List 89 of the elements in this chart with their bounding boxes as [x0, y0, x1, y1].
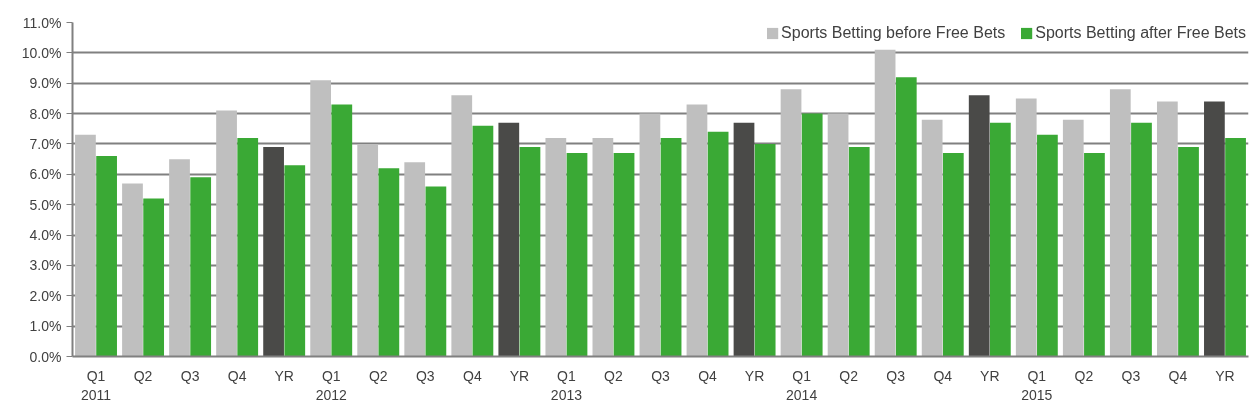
bar — [801, 113, 823, 357]
y-tick-label: 0.0% — [29, 348, 62, 365]
y-tick-label: 8.0% — [29, 105, 62, 122]
bar — [1109, 89, 1131, 357]
bar — [566, 153, 588, 357]
x-tick-label: Q4 — [463, 367, 482, 384]
bar — [143, 198, 165, 357]
bar — [169, 159, 190, 357]
bar — [425, 186, 447, 357]
bar — [237, 137, 259, 357]
bar — [1131, 122, 1152, 357]
y-tick-label: 4.0% — [29, 227, 62, 244]
x-tick-label: Q1 2012 — [315, 367, 348, 403]
bar — [1037, 134, 1058, 357]
bar — [378, 168, 400, 357]
bar — [1062, 119, 1084, 357]
bar — [404, 162, 426, 357]
bar — [895, 77, 917, 357]
bar — [498, 122, 520, 357]
x-tick-label: YR — [980, 367, 1000, 384]
bar — [122, 183, 143, 357]
x-tick-label: Q4 — [227, 367, 247, 384]
x-tick-label: Q3 — [886, 367, 906, 384]
x-tick-label: Q3 — [415, 367, 435, 384]
bar — [519, 146, 541, 357]
bar — [263, 146, 284, 357]
bar — [1204, 101, 1225, 357]
bar — [827, 113, 849, 357]
bar — [310, 80, 332, 357]
bar — [1015, 98, 1037, 357]
y-tick-label: 3.0% — [29, 257, 62, 274]
x-tick-label: Q1 2011 — [80, 367, 112, 403]
bar — [733, 122, 755, 357]
bar — [96, 156, 117, 357]
x-tick-label: Q3 — [651, 367, 671, 384]
x-tick-label: Q2 — [133, 367, 153, 384]
bar — [639, 113, 661, 357]
x-tick-label: Q4 — [698, 367, 718, 384]
y-tick-label: 9.0% — [29, 75, 62, 92]
bar — [592, 137, 614, 357]
bar — [451, 95, 473, 357]
x-tick-label: Q1 2015 — [1021, 367, 1053, 403]
y-tick-label: 7.0% — [29, 135, 62, 152]
y-tick-label: 11.0% — [22, 14, 62, 31]
x-tick-label: Q1 2014 — [786, 367, 818, 403]
x-tick-label: Q4 — [933, 367, 953, 384]
x-tick-label: Q3 — [180, 367, 200, 384]
x-tick-label: Q4 — [1168, 367, 1188, 384]
bar — [989, 122, 1011, 357]
bar — [216, 110, 237, 357]
y-tick-label: 5.0% — [29, 196, 62, 213]
y-tick-label: 6.0% — [29, 166, 62, 183]
bar — [754, 143, 776, 357]
y-tick-label: 10.0% — [21, 44, 62, 61]
y-tick-label: 2.0% — [29, 287, 62, 304]
bar — [1225, 137, 1246, 357]
bar — [1178, 146, 1199, 357]
x-tick-label: Q2 — [1074, 367, 1094, 384]
x-tick-label: Q1 2013 — [550, 367, 583, 403]
x-tick-label: Q2 — [839, 367, 859, 384]
bar — [942, 153, 964, 357]
bar — [472, 125, 494, 357]
bar — [357, 143, 379, 357]
x-tick-label: YR — [744, 367, 765, 384]
bar — [686, 104, 708, 357]
bar — [921, 119, 943, 357]
bar — [968, 95, 990, 357]
x-tick-label: YR — [274, 367, 294, 384]
bar — [1156, 101, 1178, 357]
bar — [545, 137, 567, 357]
bar — [874, 49, 896, 357]
bar — [284, 165, 306, 357]
legend-label: Sports Betting after Free Bets — [1035, 24, 1246, 42]
bar — [613, 153, 635, 357]
bar — [848, 146, 870, 357]
bar — [780, 89, 802, 357]
bar — [660, 137, 682, 357]
x-tick-label: YR — [509, 367, 530, 384]
bar — [1084, 153, 1105, 357]
y-tick-label: 1.0% — [29, 318, 62, 335]
bar — [190, 177, 212, 357]
bar — [75, 134, 96, 357]
x-tick-label: Q2 — [368, 367, 388, 384]
x-tick-label: Q3 — [1121, 367, 1141, 384]
legend-label: Sports Betting before Free Bets — [781, 24, 1006, 42]
bar — [331, 104, 353, 357]
x-tick-label: Q2 — [604, 367, 624, 384]
bar — [707, 131, 729, 357]
x-tick-label: YR — [1215, 367, 1235, 384]
